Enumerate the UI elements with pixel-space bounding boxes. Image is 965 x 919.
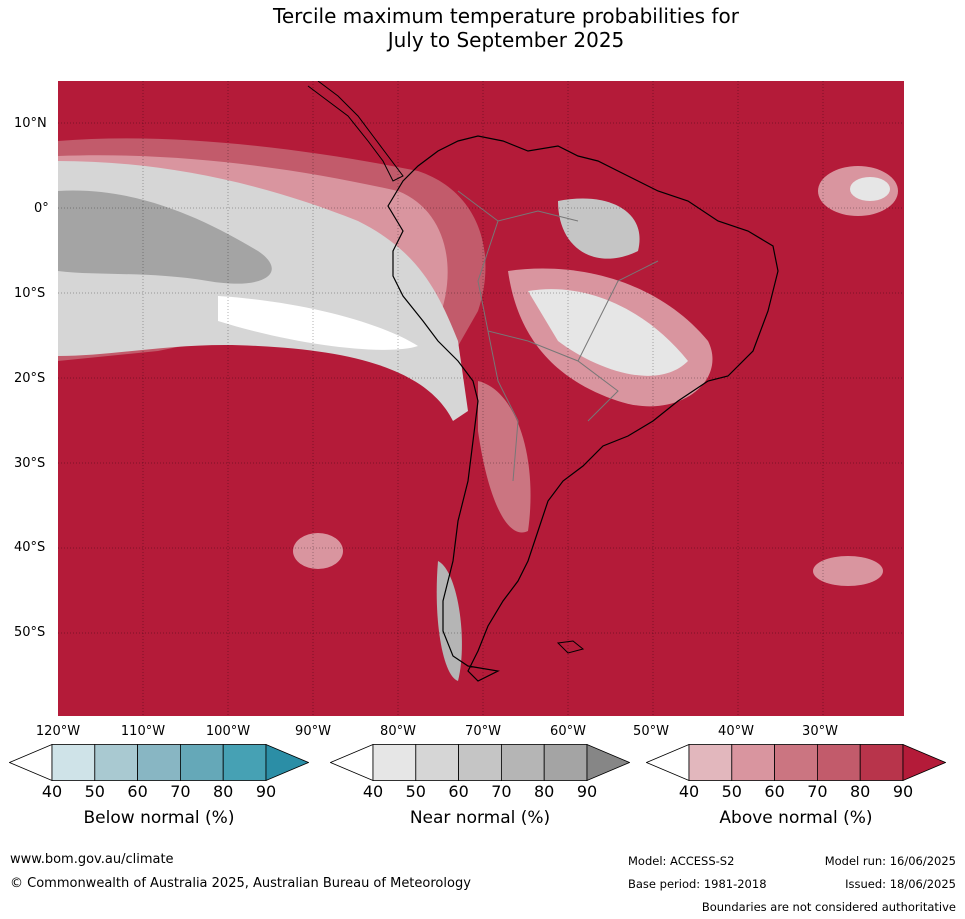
colorbar-max-arrow bbox=[902, 744, 946, 781]
colorbar-tick-label: 40 bbox=[362, 782, 384, 801]
colorbar-tick-label: 40 bbox=[41, 782, 63, 801]
below-normal-label: Below normal (%) bbox=[83, 808, 235, 828]
colorbar-tick-label: 50 bbox=[721, 782, 742, 801]
continent-patch-5 bbox=[436, 561, 462, 681]
colorbar-tick-label: 50 bbox=[84, 782, 105, 801]
model-run-text: Model run: 16/06/2025 bbox=[824, 854, 956, 868]
colorbar-segment bbox=[222, 744, 267, 781]
title-line-2: July to September 2025 bbox=[387, 28, 625, 52]
colorbar-tick-label: 70 bbox=[807, 782, 828, 801]
colorbar-tick-label: 80 bbox=[850, 782, 871, 801]
colorbar-segment bbox=[500, 744, 545, 781]
model-text: Model: ACCESS-S2 bbox=[628, 854, 735, 868]
website-text: www.bom.gov.au/climate bbox=[10, 852, 174, 867]
south-atlantic-patch bbox=[813, 556, 883, 586]
colorbar-tick-label: 60 bbox=[127, 782, 148, 801]
lon-label-50w: 50°W bbox=[633, 724, 669, 739]
colorbar-segment bbox=[543, 744, 588, 781]
colorbar-min-arrow bbox=[9, 744, 53, 781]
lon-label-120w: 120°W bbox=[35, 724, 81, 739]
falklands-outline bbox=[556, 640, 585, 654]
near-normal-label: Near normal (%) bbox=[409, 808, 551, 828]
colorbar-tick-label: 60 bbox=[448, 782, 469, 801]
above-normal-colorbar bbox=[646, 744, 946, 781]
colorbar-tick-label: 40 bbox=[678, 782, 700, 801]
atlantic-grey-patch bbox=[850, 177, 890, 201]
south-america-coastline bbox=[387, 135, 779, 682]
map-canvas bbox=[58, 81, 904, 716]
colorbar-segment bbox=[51, 744, 96, 781]
colorbar-segment bbox=[94, 744, 139, 781]
colorbar-segment bbox=[372, 744, 417, 781]
colorbar-segment bbox=[816, 744, 861, 781]
colorbar-segment bbox=[137, 744, 181, 781]
colorbar-segment bbox=[731, 744, 776, 781]
lat-label-40s: 40°S bbox=[14, 540, 46, 555]
colorbar-tick-label: 90 bbox=[892, 782, 914, 801]
south-pacific-patch bbox=[293, 533, 343, 569]
colorbar-tick-label: 80 bbox=[534, 782, 555, 801]
title-line-1: Tercile maximum temperature probabilitie… bbox=[273, 4, 739, 28]
colorbar-tick-label: 70 bbox=[170, 782, 191, 801]
map-title: Tercile maximum temperature probabilitie… bbox=[0, 4, 965, 52]
colorbar-tick-label: 90 bbox=[576, 782, 598, 801]
lat-label-20s: 20°S bbox=[14, 371, 46, 386]
lat-label-10n: 10°N bbox=[14, 116, 47, 131]
colorbar-tick-label: 50 bbox=[405, 782, 426, 801]
continent-patch-4 bbox=[478, 381, 531, 533]
lon-label-90w: 90°W bbox=[295, 724, 331, 739]
lon-label-70w: 70°W bbox=[465, 724, 501, 739]
colorbar-segment bbox=[688, 744, 733, 781]
colorbar-tick-label: 90 bbox=[255, 782, 277, 801]
lat-label-50s: 50°S bbox=[14, 625, 46, 640]
colorbar-segment bbox=[179, 744, 224, 781]
disclaimer-text: Boundaries are not considered authoritat… bbox=[701, 900, 956, 914]
continent-patch-3 bbox=[558, 198, 640, 259]
lon-label-60w: 60°W bbox=[550, 724, 586, 739]
below-normal-colorbar bbox=[9, 744, 309, 781]
lon-label-30w: 30°W bbox=[802, 724, 838, 739]
above-normal-label: Above normal (%) bbox=[719, 808, 873, 828]
copyright-text: © Commonwealth of Australia 2025, Austra… bbox=[10, 876, 471, 891]
country-borders bbox=[457, 190, 659, 482]
colorbar-max-arrow bbox=[265, 744, 309, 781]
colorbar-segment bbox=[774, 744, 818, 781]
near-40-zone bbox=[218, 296, 418, 350]
lon-label-40w: 40°W bbox=[718, 724, 754, 739]
colorbar-min-arrow bbox=[646, 744, 690, 781]
colorbar-tick-label: 70 bbox=[491, 782, 512, 801]
colorbar-segment bbox=[458, 744, 502, 781]
lon-label-80w: 80°W bbox=[380, 724, 416, 739]
lon-label-100w: 100°W bbox=[205, 724, 251, 739]
colorbar-segment bbox=[415, 744, 460, 781]
issued-text: Issued: 18/06/2025 bbox=[845, 877, 956, 891]
lon-label-110w: 110°W bbox=[120, 724, 166, 739]
colorbar-tick-label: 80 bbox=[213, 782, 234, 801]
colorbar-tick-label: 60 bbox=[764, 782, 785, 801]
colorbar-segment bbox=[859, 744, 904, 781]
colorbar-max-arrow bbox=[586, 744, 630, 781]
lat-label-0: 0° bbox=[34, 201, 49, 216]
near-normal-colorbar bbox=[330, 744, 630, 781]
central-america-coastline bbox=[307, 81, 404, 182]
lat-label-10s: 10°S bbox=[14, 286, 46, 301]
base-period-text: Base period: 1981-2018 bbox=[628, 877, 767, 891]
graticule bbox=[58, 81, 904, 716]
probability-map bbox=[58, 81, 904, 716]
continent-patch-2 bbox=[528, 289, 688, 376]
lat-label-30s: 30°S bbox=[14, 456, 46, 471]
near-normal-90-zone bbox=[58, 190, 272, 284]
colorbar-min-arrow bbox=[330, 744, 374, 781]
